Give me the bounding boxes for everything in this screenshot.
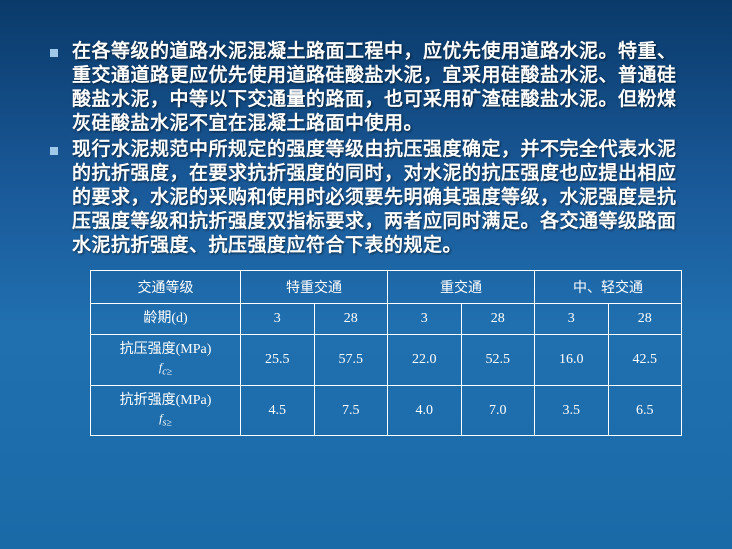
age-cell: 28: [314, 304, 388, 335]
bullet-marker-icon: [50, 147, 58, 155]
compressive-cell: 25.5: [241, 335, 315, 386]
compressive-cell: 52.5: [461, 335, 535, 386]
age-cell: 3: [388, 304, 462, 335]
table-row: 交通等级 特重交通 重交通 中、轻交通: [91, 271, 682, 304]
age-cell: 3: [241, 304, 315, 335]
bullet-text: 在各等级的道路水泥混凝土路面工程中，应优先使用道路水泥。特重、重交通道路更应优先…: [72, 40, 682, 136]
flexural-cell: 3.5: [535, 385, 609, 436]
header-traffic-level: 交通等级: [91, 271, 241, 304]
flexural-cell: 4.0: [388, 385, 462, 436]
bullet-item: 现行水泥规范中所规定的强度等级由抗压强度确定，并不完全代表水泥的抗折强度，在要求…: [50, 138, 682, 258]
table-container: 交通等级 特重交通 重交通 中、轻交通 龄期(d) 3 28 3 28 3 28…: [0, 260, 732, 436]
age-cell: 28: [461, 304, 535, 335]
bullet-item: 在各等级的道路水泥混凝土路面工程中，应优先使用道路水泥。特重、重交通道路更应优先…: [50, 40, 682, 136]
age-cell: 3: [535, 304, 609, 335]
compressive-label: 抗压强度(MPa) fc≥: [91, 335, 241, 386]
strength-table: 交通等级 特重交通 重交通 中、轻交通 龄期(d) 3 28 3 28 3 28…: [90, 270, 682, 436]
flexural-cell: 7.5: [314, 385, 388, 436]
compressive-text: 抗压强度(MPa): [120, 342, 212, 357]
flexural-cell: 4.5: [241, 385, 315, 436]
age-label: 龄期(d): [91, 304, 241, 335]
bullet-text: 现行水泥规范中所规定的强度等级由抗压强度确定，并不完全代表水泥的抗折强度，在要求…: [72, 138, 682, 258]
compressive-cell: 22.0: [388, 335, 462, 386]
flexural-cell: 6.5: [608, 385, 682, 436]
table-row: 龄期(d) 3 28 3 28 3 28: [91, 304, 682, 335]
header-medium-light: 中、轻交通: [535, 271, 682, 304]
table-row: 抗折强度(MPa) fs≥ 4.5 7.5 4.0 7.0 3.5 6.5: [91, 385, 682, 436]
flexural-text: 抗折强度(MPa): [120, 393, 212, 408]
header-extra-heavy: 特重交通: [241, 271, 388, 304]
table-row: 抗压强度(MPa) fc≥ 25.5 57.5 22.0 52.5 16.0 4…: [91, 335, 682, 386]
compressive-cell: 16.0: [535, 335, 609, 386]
header-heavy: 重交通: [388, 271, 535, 304]
flexural-label: 抗折强度(MPa) fs≥: [91, 385, 241, 436]
compressive-cell: 42.5: [608, 335, 682, 386]
age-cell: 28: [608, 304, 682, 335]
flexural-cell: 7.0: [461, 385, 535, 436]
content-area: 在各等级的道路水泥混凝土路面工程中，应优先使用道路水泥。特重、重交通道路更应优先…: [0, 0, 732, 258]
compressive-cell: 57.5: [314, 335, 388, 386]
flexural-symbol: fs≥: [159, 411, 172, 425]
compressive-symbol: fc≥: [159, 360, 172, 374]
bullet-marker-icon: [50, 49, 58, 57]
